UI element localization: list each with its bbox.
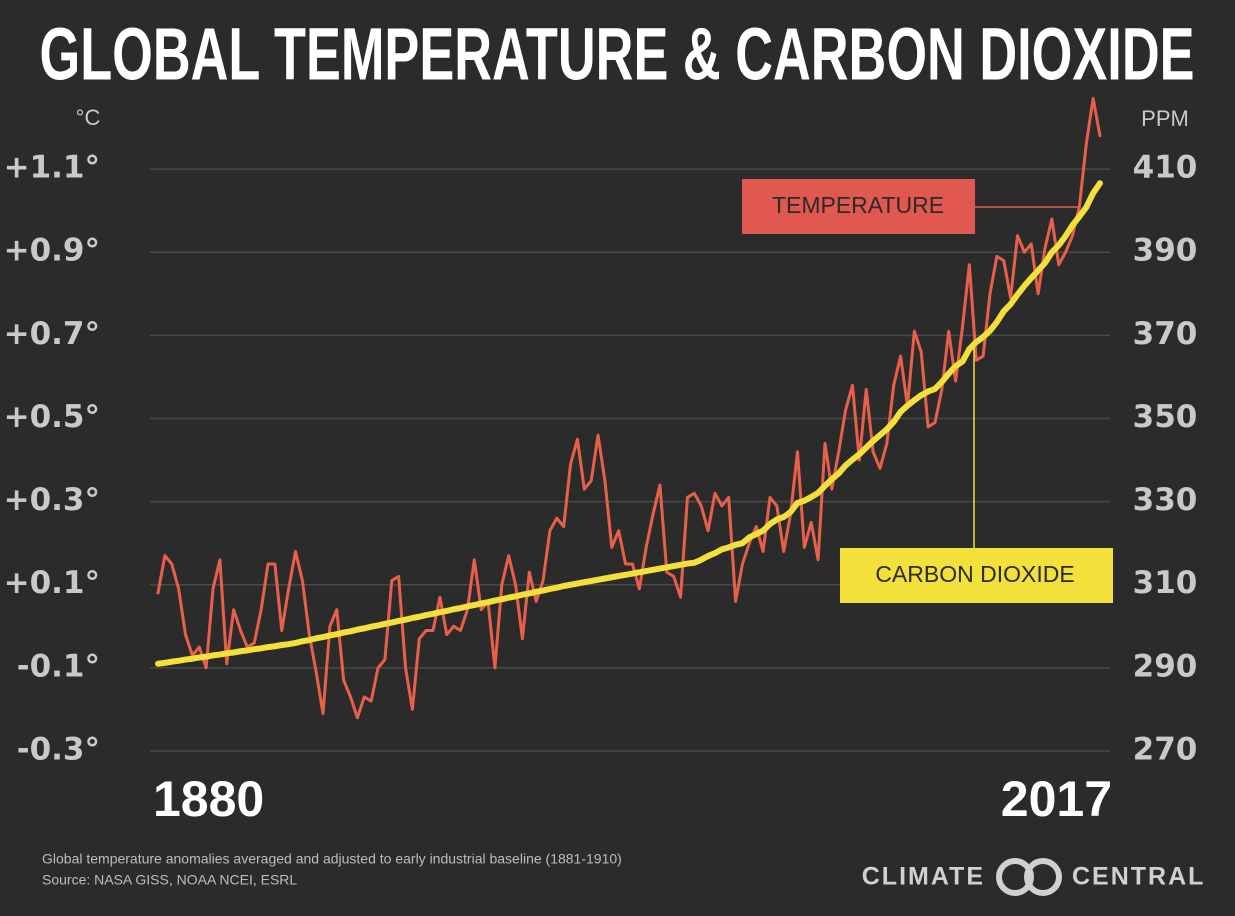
annotation-box	[840, 548, 1113, 603]
y-tick-label: +0.1°	[4, 565, 100, 601]
y2-tick-label: 330	[1133, 482, 1198, 518]
y-axis-label: °C	[76, 105, 101, 130]
y2-axis-label: PPM	[1141, 106, 1189, 131]
logo-text: CENTRAL	[1072, 863, 1205, 891]
y2-tick-label: 270	[1133, 732, 1198, 768]
x-tick-label: 1880	[153, 771, 264, 827]
y2-tick-label: 290	[1133, 648, 1198, 684]
y2-tick-label: 390	[1133, 233, 1198, 269]
annotation-box	[742, 179, 975, 234]
x-tick-label: 2017	[1001, 771, 1112, 827]
y-tick-label: +0.9°	[4, 233, 100, 269]
series-line	[155, 180, 1103, 667]
y2-tick-label: 310	[1133, 565, 1198, 601]
y-tick-label: +0.5°	[4, 399, 100, 435]
y2-tick-label: 350	[1133, 399, 1198, 435]
series-label: TEMPERATURE	[772, 192, 944, 218]
source: Source: NASA GISS, NOAA NCEI, ESRL	[42, 872, 297, 888]
footnote: Global temperature anomalies averaged an…	[42, 851, 622, 867]
logo-icon	[996, 858, 1062, 896]
y2-tick-label: 410	[1133, 150, 1198, 186]
series-label: CARBON DIOXIDE	[875, 561, 1074, 587]
logo-text: CLIMATE	[862, 863, 985, 891]
y-tick-label: +0.3°	[4, 482, 100, 518]
y-tick-label: +1.1°	[4, 150, 100, 186]
chart-title: GLOBAL TEMPERATURE & CARBON DIOXIDE	[40, 13, 1195, 96]
y2-tick-label: 370	[1133, 316, 1198, 352]
y-tick-label: -0.3°	[17, 732, 100, 768]
y-tick-label: +0.7°	[4, 316, 100, 352]
y-tick-label: -0.1°	[17, 648, 100, 684]
